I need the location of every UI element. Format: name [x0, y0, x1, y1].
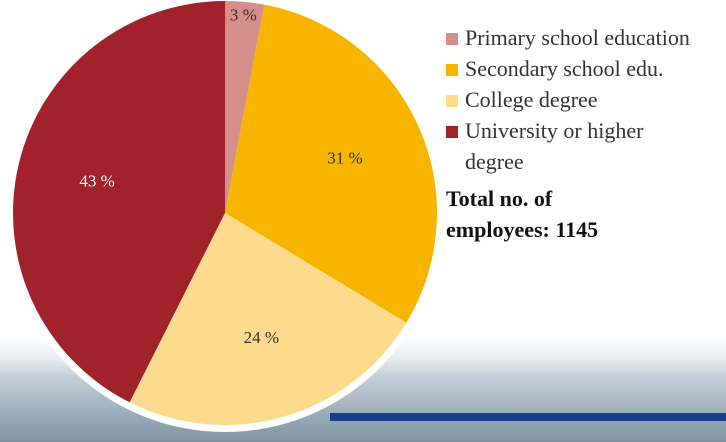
legend-swatch — [446, 33, 458, 45]
legend: Primary school education Secondary school… — [446, 22, 716, 245]
legend-swatch — [446, 64, 458, 76]
data-label: 24 % — [244, 328, 279, 347]
legend-swatch — [446, 126, 458, 138]
legend-swatch — [446, 95, 458, 107]
legend-item: Secondary school edu. — [446, 53, 716, 84]
legend-label: University or higher degree — [465, 118, 644, 174]
data-label: 43 % — [79, 172, 114, 191]
pie-slice — [12, 1, 225, 403]
legend-item: Primary school education — [446, 22, 716, 53]
legend-label: Primary school education — [465, 25, 690, 50]
pie-slice — [225, 4, 437, 323]
annotation: Total no. of employees: 1145 — [446, 186, 599, 242]
pie-slice — [129, 213, 407, 425]
legend-label: Secondary school edu. — [465, 56, 664, 81]
legend-item: College degree — [446, 84, 716, 115]
data-label: 3 % — [230, 6, 257, 25]
legend-item: University or higher degree — [446, 115, 716, 177]
data-label: 31 % — [327, 148, 362, 167]
pie-slice — [225, 1, 265, 213]
legend-label: College degree — [465, 87, 598, 112]
